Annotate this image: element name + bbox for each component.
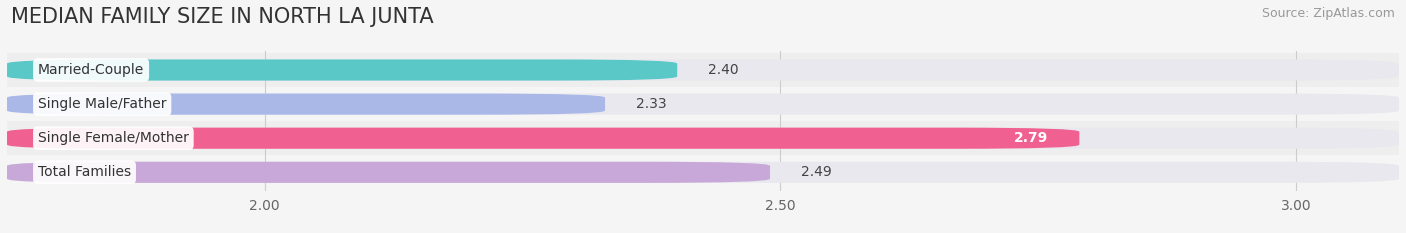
Text: 2.79: 2.79 [1014, 131, 1049, 145]
FancyBboxPatch shape [7, 162, 1399, 183]
FancyBboxPatch shape [7, 162, 770, 183]
Bar [7, 121, 1399, 155]
FancyBboxPatch shape [7, 128, 1399, 149]
Text: Total Families: Total Families [38, 165, 131, 179]
Text: Source: ZipAtlas.com: Source: ZipAtlas.com [1261, 7, 1395, 20]
Text: 2.40: 2.40 [709, 63, 738, 77]
Bar [7, 87, 1399, 121]
Text: MEDIAN FAMILY SIZE IN NORTH LA JUNTA: MEDIAN FAMILY SIZE IN NORTH LA JUNTA [11, 7, 434, 27]
Bar [7, 53, 1399, 87]
Text: 2.33: 2.33 [636, 97, 666, 111]
Text: 2.49: 2.49 [801, 165, 832, 179]
FancyBboxPatch shape [7, 59, 678, 81]
Text: Single Female/Mother: Single Female/Mother [38, 131, 188, 145]
FancyBboxPatch shape [7, 93, 605, 115]
Text: Single Male/Father: Single Male/Father [38, 97, 166, 111]
FancyBboxPatch shape [7, 59, 1399, 81]
FancyBboxPatch shape [7, 93, 1399, 115]
Bar [7, 155, 1399, 189]
FancyBboxPatch shape [7, 128, 1080, 149]
Text: Married-Couple: Married-Couple [38, 63, 145, 77]
